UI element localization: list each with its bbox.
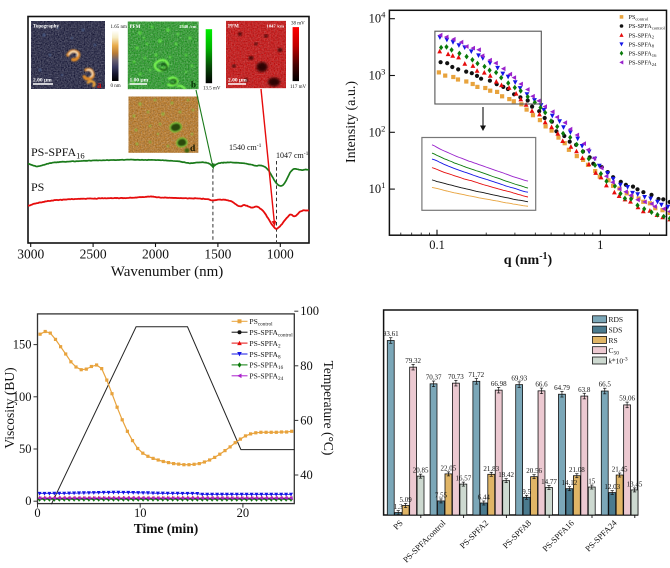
svg-text:22.05: 22.05: [441, 464, 457, 472]
svg-text:13.5 mV: 13.5 mV: [203, 87, 221, 92]
svg-text:21.08: 21.08: [569, 466, 585, 474]
svg-text:7.55: 7.55: [435, 491, 448, 499]
svg-text:2500: 2500: [80, 247, 107, 262]
svg-text:70.73: 70.73: [448, 373, 464, 381]
svg-text:PScontrol: PScontrol: [629, 14, 650, 21]
svg-text:21.45: 21.45: [612, 466, 628, 474]
svg-text:a: a: [97, 80, 102, 90]
svg-text:10: 10: [134, 506, 147, 520]
svg-text:1540 cm-1: 1540 cm-1: [229, 143, 262, 152]
svg-text:20.85: 20.85: [413, 467, 429, 475]
svg-text:Time (min): Time (min): [134, 521, 199, 536]
svg-text:k*10-3: k*10-3: [609, 356, 628, 365]
svg-text:9.5: 9.5: [522, 488, 531, 496]
svg-text:13.45: 13.45: [627, 480, 643, 488]
svg-text:15: 15: [588, 478, 596, 486]
svg-text:117 mV: 117 mV: [290, 85, 306, 90]
svg-text:60: 60: [300, 413, 313, 427]
svg-text:RS: RS: [609, 336, 618, 345]
svg-text:PS: PS: [31, 180, 44, 194]
svg-text:66.98: 66.98: [491, 380, 507, 388]
svg-text:18.42: 18.42: [498, 471, 514, 479]
svg-text:20.56: 20.56: [526, 467, 542, 475]
svg-text:1.3: 1.3: [394, 503, 403, 511]
svg-text:PS-SPFA8: PS-SPFA8: [249, 350, 281, 361]
svg-text:0.1: 0.1: [429, 238, 445, 252]
svg-text:0 nm: 0 nm: [111, 84, 121, 89]
svg-text:100: 100: [300, 304, 319, 318]
svg-text:20: 20: [237, 506, 250, 520]
svg-text:70.37: 70.37: [426, 374, 442, 382]
svg-text:PFM: PFM: [228, 25, 239, 30]
svg-text:PScontrol: PScontrol: [249, 317, 273, 328]
svg-text:38 mV: 38 mV: [291, 22, 305, 27]
svg-text:PFM: PFM: [130, 25, 141, 30]
svg-text:0: 0: [34, 506, 40, 520]
svg-text:C50: C50: [609, 346, 620, 356]
svg-text:0: 0: [25, 494, 31, 508]
svg-text:40: 40: [300, 468, 313, 482]
svg-text:2.00 μm: 2.00 μm: [228, 78, 247, 84]
svg-text:PS-SPFA2: PS-SPFA2: [249, 339, 281, 350]
svg-text:2000: 2000: [142, 247, 169, 262]
svg-text:d: d: [190, 144, 196, 154]
svg-text:3000: 3000: [17, 247, 44, 262]
svg-text:93.61: 93.61: [383, 330, 399, 338]
svg-text:5.09: 5.09: [399, 496, 412, 504]
svg-text:1000: 1000: [267, 247, 294, 262]
svg-text:79.32: 79.32: [405, 357, 421, 365]
svg-text:1.65 nm: 1.65 nm: [111, 25, 128, 30]
svg-text:66.6: 66.6: [535, 381, 548, 389]
svg-text:1047 /cm: 1047 /cm: [267, 24, 285, 29]
svg-text:PS-SPFA2: PS-SPFA2: [629, 32, 655, 39]
svg-text:50: 50: [19, 442, 32, 456]
svg-text:PS-SPFAcontrol: PS-SPFAcontrol: [629, 23, 666, 30]
svg-text:14.12: 14.12: [562, 479, 578, 487]
svg-text:66.5: 66.5: [599, 381, 612, 389]
svg-text:1047 cm-1: 1047 cm-1: [276, 151, 309, 160]
svg-text:80: 80: [300, 359, 313, 373]
svg-text:69.93: 69.93: [511, 374, 527, 382]
svg-text:PS-SPFA16: PS-SPFA16: [249, 361, 283, 372]
svg-text:63.8: 63.8: [578, 386, 591, 394]
svg-text:PS-SPFA8: PS-SPFA8: [629, 41, 655, 48]
svg-text:71.72: 71.72: [468, 371, 484, 379]
svg-text:b: b: [191, 80, 196, 90]
svg-text:6.44: 6.44: [478, 494, 491, 502]
svg-text:PS-SPFA16: PS-SPFA16: [31, 145, 85, 161]
svg-text:PS-SPFA24: PS-SPFA24: [629, 60, 658, 67]
svg-text:Intensity (a.u.): Intensity (a.u.): [344, 81, 359, 163]
svg-text:Topography: Topography: [33, 25, 59, 30]
svg-text:59.06: 59.06: [619, 395, 635, 403]
svg-text:12.03: 12.03: [604, 483, 620, 491]
svg-text:16.57: 16.57: [456, 475, 472, 483]
svg-text:1500: 1500: [204, 247, 231, 262]
svg-text:Wavenumber (nm): Wavenumber (nm): [111, 264, 224, 280]
svg-text:Temperature (°C): Temperature (°C): [321, 361, 336, 456]
svg-text:2.00 μm: 2.00 μm: [33, 78, 52, 84]
svg-text:1.00 μm: 1.00 μm: [130, 78, 149, 84]
svg-text:100: 100: [13, 390, 32, 404]
svg-text:1540 /cm: 1540 /cm: [179, 24, 197, 29]
svg-text:PS-SPFAcontrol: PS-SPFAcontrol: [249, 328, 293, 339]
svg-text:1: 1: [597, 238, 603, 252]
svg-text:RDS: RDS: [609, 315, 624, 324]
svg-text:SDS: SDS: [609, 326, 623, 335]
svg-text:21.83: 21.83: [483, 465, 499, 473]
svg-text:64.79: 64.79: [554, 384, 570, 392]
svg-text:Viscosity (BU): Viscosity (BU): [2, 367, 17, 448]
svg-text:PS-SPFA24: PS-SPFA24: [249, 372, 283, 383]
svg-text:150: 150: [13, 338, 32, 352]
svg-text:14.77: 14.77: [541, 478, 557, 486]
svg-text:PS-SPFA16: PS-SPFA16: [629, 51, 658, 58]
